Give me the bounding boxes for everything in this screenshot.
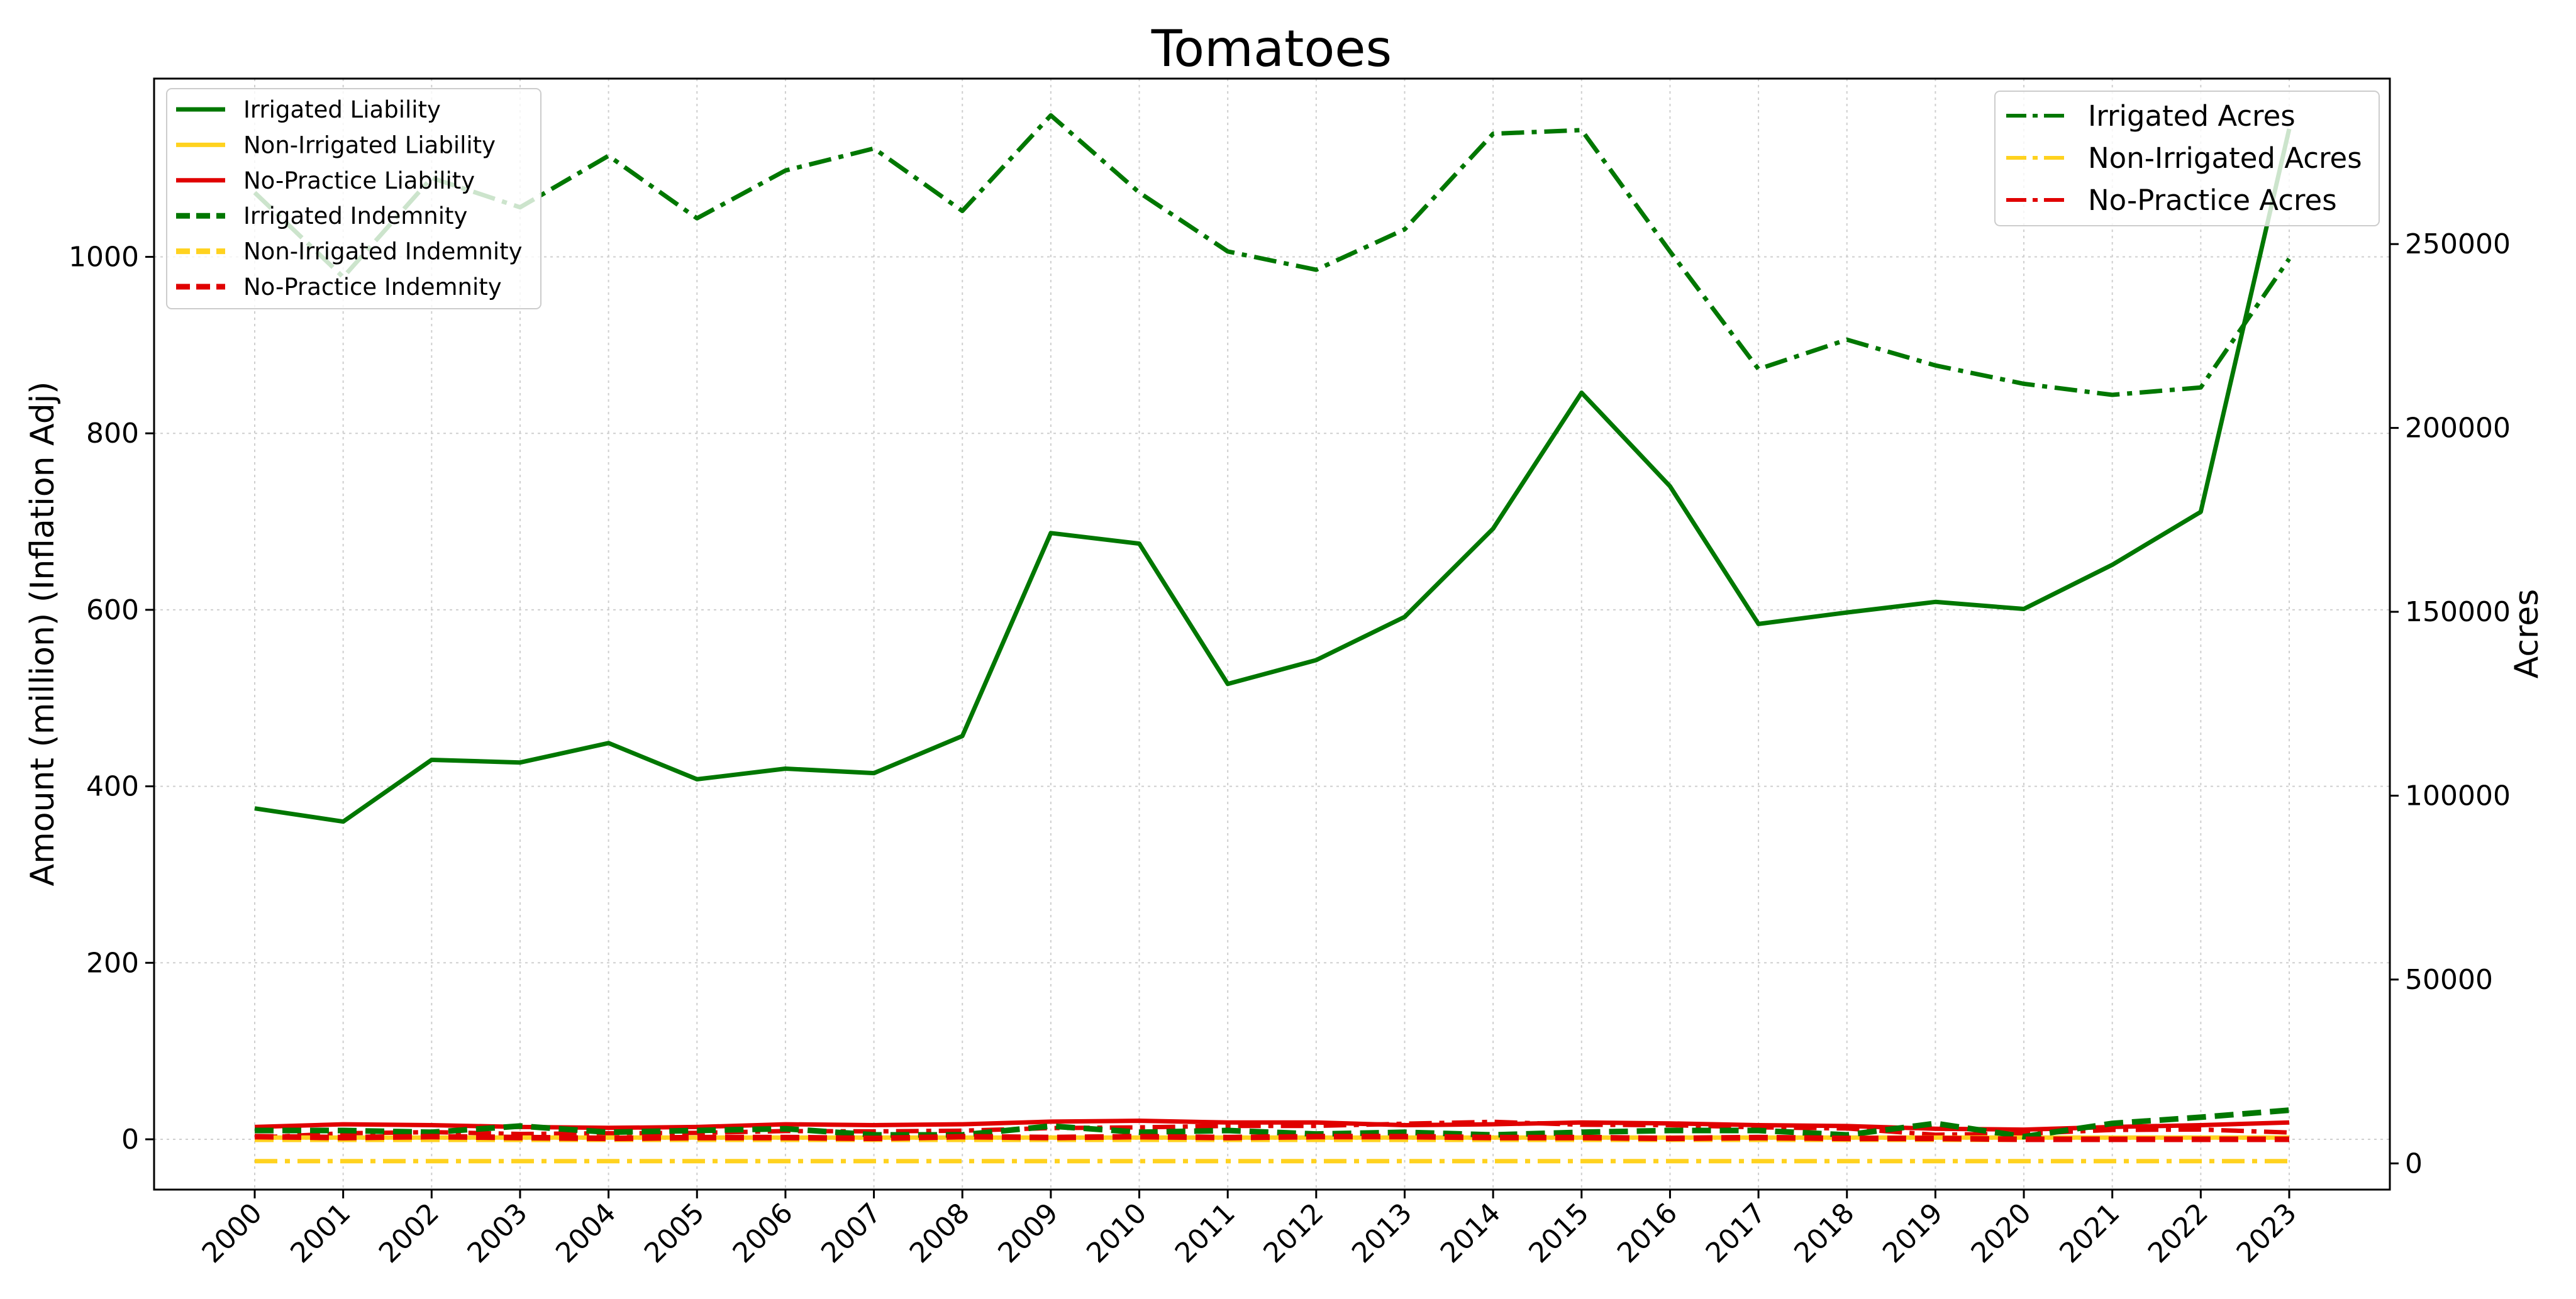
y-tick-label-right: 250000 xyxy=(2405,228,2511,260)
grid xyxy=(154,79,2390,1190)
legend-left-label: No-Practice Indemnity xyxy=(243,274,502,301)
y-tick-label-left: 1000 xyxy=(69,241,139,274)
y-axis-label-right: Acres xyxy=(2508,589,2546,679)
legend-right-label: No-Practice Acres xyxy=(2088,184,2337,217)
chart-title: Tomatoes xyxy=(1151,19,1392,78)
legend-left-label: No-Practice Liability xyxy=(243,167,475,194)
series-amount-no-practice-liability xyxy=(254,1119,2290,1132)
series-layer xyxy=(253,113,2292,1164)
series-amount-irrigated-liability xyxy=(254,128,2292,824)
y-tick-label-left: 0 xyxy=(121,1124,139,1156)
plot-frame xyxy=(153,77,2391,1191)
legend-left-box xyxy=(166,88,541,309)
legend-left-label: Irrigated Liability xyxy=(243,96,441,123)
legend-right: Irrigated Acres Non-Irrigated Acres No-Pra… xyxy=(1994,91,2380,226)
y-tick-label-left: 600 xyxy=(86,594,139,626)
series-amount-irrigated-indemnity xyxy=(255,1107,2290,1140)
y-tick-label-right: 150000 xyxy=(2405,596,2511,628)
y-axis-label-left: Amount (million) (Inflation Adj) xyxy=(24,382,62,887)
legend-right-label: Non-Irrigated Acres xyxy=(2088,141,2362,175)
legend-left: Irrigated Liability Non-Irrigated Liabili… xyxy=(166,88,541,309)
legend-left-label: Irrigated Indemnity xyxy=(243,202,467,229)
legend-right-label: Irrigated Acres xyxy=(2088,99,2296,133)
y-tick-label-left: 800 xyxy=(86,417,139,450)
legend-right-box xyxy=(1994,91,2380,226)
y-tick-label-left: 200 xyxy=(86,947,139,979)
series-acres-no-practice-acres xyxy=(254,1119,2290,1140)
series-amount-no-practice-indemnity xyxy=(254,1134,2289,1142)
series-acres-irrigated-acres xyxy=(253,113,2291,397)
legend-left-label: Non-Irrigated Indemnity xyxy=(243,238,523,265)
legend-left-label: Non-Irrigated Liability xyxy=(243,131,496,158)
y-tick-label-right: 0 xyxy=(2405,1147,2423,1180)
y-tick-label-right: 50000 xyxy=(2405,964,2493,996)
y-tick-label-right: 100000 xyxy=(2405,780,2511,812)
y-tick-label-left: 400 xyxy=(86,771,139,803)
y-tick-label-right: 200000 xyxy=(2405,412,2511,445)
